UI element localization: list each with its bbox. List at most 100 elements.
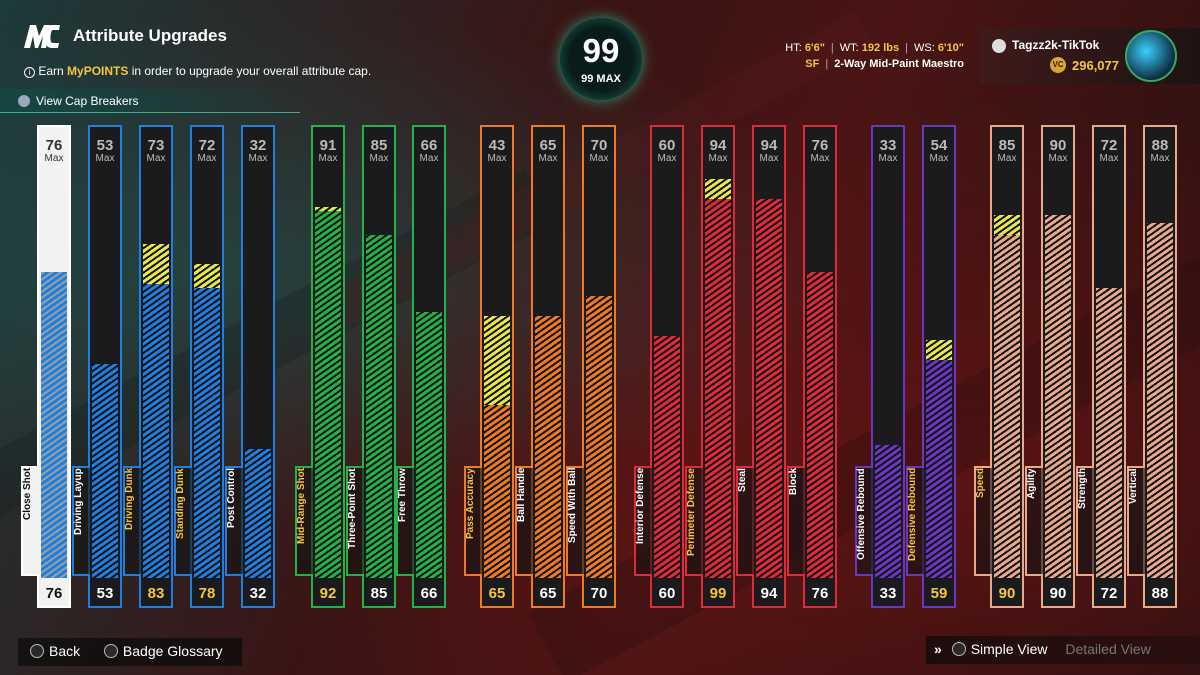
- attribute-name-tab: [225, 466, 243, 576]
- attribute-cap-label: Max: [589, 153, 609, 164]
- attribute-column[interactable]: 33 Max Offensive Rebound 33: [855, 125, 905, 608]
- profile-panel: Tagzz2k-TikTok VC 296,077: [980, 28, 1200, 84]
- attribute-bar-fill: [875, 445, 901, 578]
- detailed-view-tab[interactable]: Detailed View: [1065, 641, 1151, 657]
- attribute-column[interactable]: 53 Max Driving Layup 53: [72, 125, 122, 608]
- attribute-cap-value: 76: [811, 137, 829, 154]
- attribute-column[interactable]: 70 Max Speed With Ball 70: [566, 125, 616, 608]
- attribute-rating: 92: [319, 585, 337, 602]
- attribute-column[interactable]: 88 Max Vertical 88: [1127, 125, 1177, 608]
- view-cap-breakers-label: View Cap Breakers: [36, 94, 139, 108]
- attribute-column[interactable]: 76 Max Close Shot 76: [21, 125, 71, 608]
- attribute-column[interactable]: 73 Max Driving Dunk 83: [123, 125, 173, 608]
- attribute-boost-fill: [994, 215, 1020, 235]
- overall-max-label: 99 MAX: [581, 73, 621, 85]
- back-label: Back: [49, 643, 81, 659]
- attribute-bar-fill: [92, 364, 118, 578]
- attribute-column[interactable]: 43 Max Pass Accuracy 65: [464, 125, 514, 608]
- attribute-cap-value: 73: [147, 137, 165, 154]
- attribute-bar-fill: [366, 235, 392, 578]
- attribute-column[interactable]: 72 Max Standing Dunk 78: [174, 125, 224, 608]
- attribute-name-tab: [634, 466, 652, 576]
- attribute-column[interactable]: 85 Max Three-Point Shot 85: [346, 125, 396, 608]
- attribute-column[interactable]: 54 Max Defensive Rebound 59: [906, 125, 956, 608]
- attribute-column[interactable]: 91 Max Mid-Range Shot 92: [295, 125, 345, 608]
- attribute-name-tab: [515, 466, 533, 576]
- badge-glossary-label: Badge Glossary: [122, 643, 223, 659]
- attribute-name: Ball Handle: [516, 468, 527, 523]
- attribute-rating: 76: [811, 585, 829, 602]
- mypoints-highlight: MyPOINTS: [67, 64, 129, 78]
- square-button-icon: [103, 644, 118, 658]
- info-text: i Earn MyPOINTS in order to upgrade your…: [24, 64, 371, 78]
- footer-controls: Back Badge Glossary: [18, 638, 242, 666]
- attribute-cap-value: 76: [45, 137, 63, 154]
- attribute-name-tab: [21, 466, 39, 576]
- attribute-cap-value: 88: [1151, 137, 1169, 154]
- attribute-cap-label: Max: [95, 153, 115, 164]
- attribute-rating: 59: [930, 585, 948, 602]
- attribute-boost-fill: [143, 244, 169, 284]
- avatar: [1125, 30, 1177, 82]
- attribute-name: Pass Accuracy: [465, 468, 476, 539]
- attribute-column[interactable]: 76 Max Block 76: [787, 125, 837, 608]
- wingspan-value: 6'10": [937, 42, 964, 54]
- attribute-cap-label: Max: [1099, 153, 1119, 164]
- view-toggle: » Simple View Detailed View: [926, 636, 1200, 664]
- attribute-column[interactable]: 60 Max Interior Defense 60: [634, 125, 684, 608]
- attribute-column[interactable]: 32 Max Post Control 32: [225, 125, 275, 608]
- attribute-name-tab: [906, 466, 924, 576]
- attribute-name: Interior Defense: [635, 468, 646, 545]
- circle-button-icon: [30, 644, 44, 658]
- attribute-name-tab: [1127, 466, 1145, 576]
- attribute-column[interactable]: 72 Max Strength 72: [1076, 125, 1126, 608]
- height-value: 6'6": [804, 42, 825, 54]
- simple-view-tab[interactable]: Simple View: [951, 641, 1047, 657]
- wingspan-label: WS:: [913, 42, 935, 54]
- attribute-rating: 66: [420, 585, 438, 602]
- attribute-name: Post Control: [226, 468, 237, 528]
- attribute-bar-fill: [1147, 223, 1173, 578]
- overall-rating-badge: 99 99 MAX: [560, 18, 642, 100]
- attribute-rating: 72: [1100, 585, 1118, 602]
- attribute-boost-fill: [705, 179, 731, 199]
- attribute-bar-fill: [654, 336, 680, 578]
- attribute-column[interactable]: 65 Max Ball Handle 65: [515, 125, 565, 608]
- attribute-bar-fill: [194, 288, 220, 578]
- attribute-name-tab: [346, 466, 364, 576]
- attribute-name-tab: [974, 466, 992, 576]
- back-button[interactable]: Back: [30, 643, 80, 659]
- attribute-column[interactable]: 90 Max Agility 90: [1025, 125, 1075, 608]
- attribute-cap-label: Max: [44, 153, 64, 164]
- attribute-bar-fill: [807, 272, 833, 578]
- badge-glossary-button[interactable]: Badge Glossary: [103, 643, 223, 659]
- attribute-cap-label: Max: [657, 153, 677, 164]
- info-prefix: Earn: [38, 64, 68, 78]
- attribute-column[interactable]: 94 Max Steal 94: [736, 125, 786, 608]
- attribute-bar-fill: [586, 296, 612, 578]
- attribute-cap-value: 94: [760, 137, 778, 154]
- attribute-rating: 76: [45, 585, 63, 602]
- attribute-cap-value: 65: [539, 137, 557, 154]
- attribute-column[interactable]: 94 Max Perimeter Defense 99: [685, 125, 735, 608]
- attribute-cap-value: 43: [488, 137, 506, 154]
- attribute-bar-fill: [926, 360, 952, 578]
- attribute-cap-value: 72: [198, 137, 216, 154]
- attribute-name: Defensive Rebound: [907, 468, 918, 562]
- attribute-name: Offensive Rebound: [856, 468, 867, 560]
- view-cap-breakers-button[interactable]: View Cap Breakers: [0, 89, 300, 113]
- triangle-button-icon: [951, 642, 966, 656]
- attribute-boost-fill: [926, 340, 952, 360]
- attribute-bar-fill: [143, 284, 169, 578]
- attribute-cap-value: 90: [1049, 137, 1067, 154]
- attribute-name-tab: [464, 466, 482, 576]
- weight-label: WT:: [839, 42, 859, 54]
- attribute-column[interactable]: 66 Max Free Throw 66: [396, 125, 446, 608]
- attribute-cap-label: Max: [369, 153, 389, 164]
- attribute-cap-value: 33: [879, 137, 897, 154]
- attribute-bar-fill: [41, 272, 67, 578]
- attribute-rating: 94: [760, 585, 778, 602]
- attribute-rating: 53: [96, 585, 114, 602]
- attribute-bar-fill: [535, 316, 561, 578]
- attribute-column[interactable]: 85 Max Speed 90: [974, 125, 1024, 608]
